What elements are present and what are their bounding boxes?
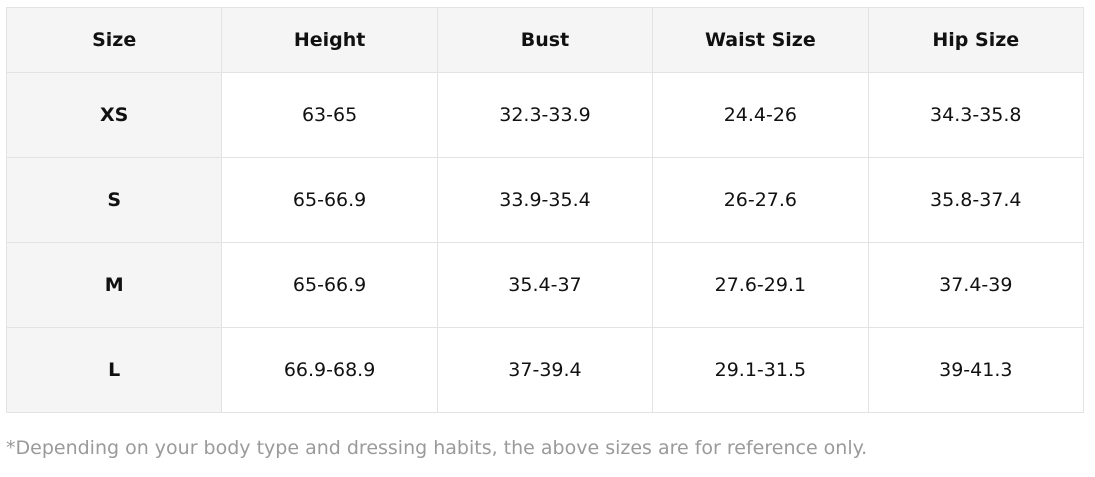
bust-cell: 32.3-33.9 <box>436 72 654 158</box>
header-row: Size Height Bust Waist Size Hip Size <box>5 7 1085 73</box>
height-cell: 63-65 <box>221 72 438 158</box>
waist-cell: 24.4-26 <box>652 72 869 158</box>
bust-cell: 35.4-37 <box>436 242 654 328</box>
size-chart-table: Size Height Bust Waist Size Hip Size XS … <box>5 7 1085 413</box>
height-cell: 66.9-68.9 <box>221 327 438 413</box>
height-cell: 65-66.9 <box>221 242 438 328</box>
hip-cell: 37.4-39 <box>867 242 1085 328</box>
header-hip-size: Hip Size <box>867 7 1085 73</box>
size-label: XS <box>5 72 223 158</box>
bust-cell: 33.9-35.4 <box>436 157 654 243</box>
height-cell: 65-66.9 <box>221 157 438 243</box>
bust-cell: 37-39.4 <box>436 327 654 413</box>
table-row: M 65-66.9 35.4-37 27.6-29.1 37.4-39 <box>5 242 1085 328</box>
table-header: Size Height Bust Waist Size Hip Size <box>5 7 1085 73</box>
table-body: XS 63-65 32.3-33.9 24.4-26 34.3-35.8 S 6… <box>5 72 1085 413</box>
waist-cell: 26-27.6 <box>652 157 869 243</box>
table-row: XS 63-65 32.3-33.9 24.4-26 34.3-35.8 <box>5 72 1085 158</box>
waist-cell: 27.6-29.1 <box>652 242 869 328</box>
size-label: M <box>5 242 223 328</box>
header-waist-size: Waist Size <box>652 7 869 73</box>
waist-cell: 29.1-31.5 <box>652 327 869 413</box>
header-height: Height <box>221 7 438 73</box>
table-row: S 65-66.9 33.9-35.4 26-27.6 35.8-37.4 <box>5 157 1085 243</box>
size-label: S <box>5 157 223 243</box>
table-row: L 66.9-68.9 37-39.4 29.1-31.5 39-41.3 <box>5 327 1085 413</box>
hip-cell: 39-41.3 <box>867 327 1085 413</box>
hip-cell: 35.8-37.4 <box>867 157 1085 243</box>
hip-cell: 34.3-35.8 <box>867 72 1085 158</box>
size-disclaimer-note: *Depending on your body type and dressin… <box>6 437 868 459</box>
size-label: L <box>5 327 223 413</box>
header-bust: Bust <box>436 7 654 73</box>
header-size: Size <box>5 7 223 73</box>
